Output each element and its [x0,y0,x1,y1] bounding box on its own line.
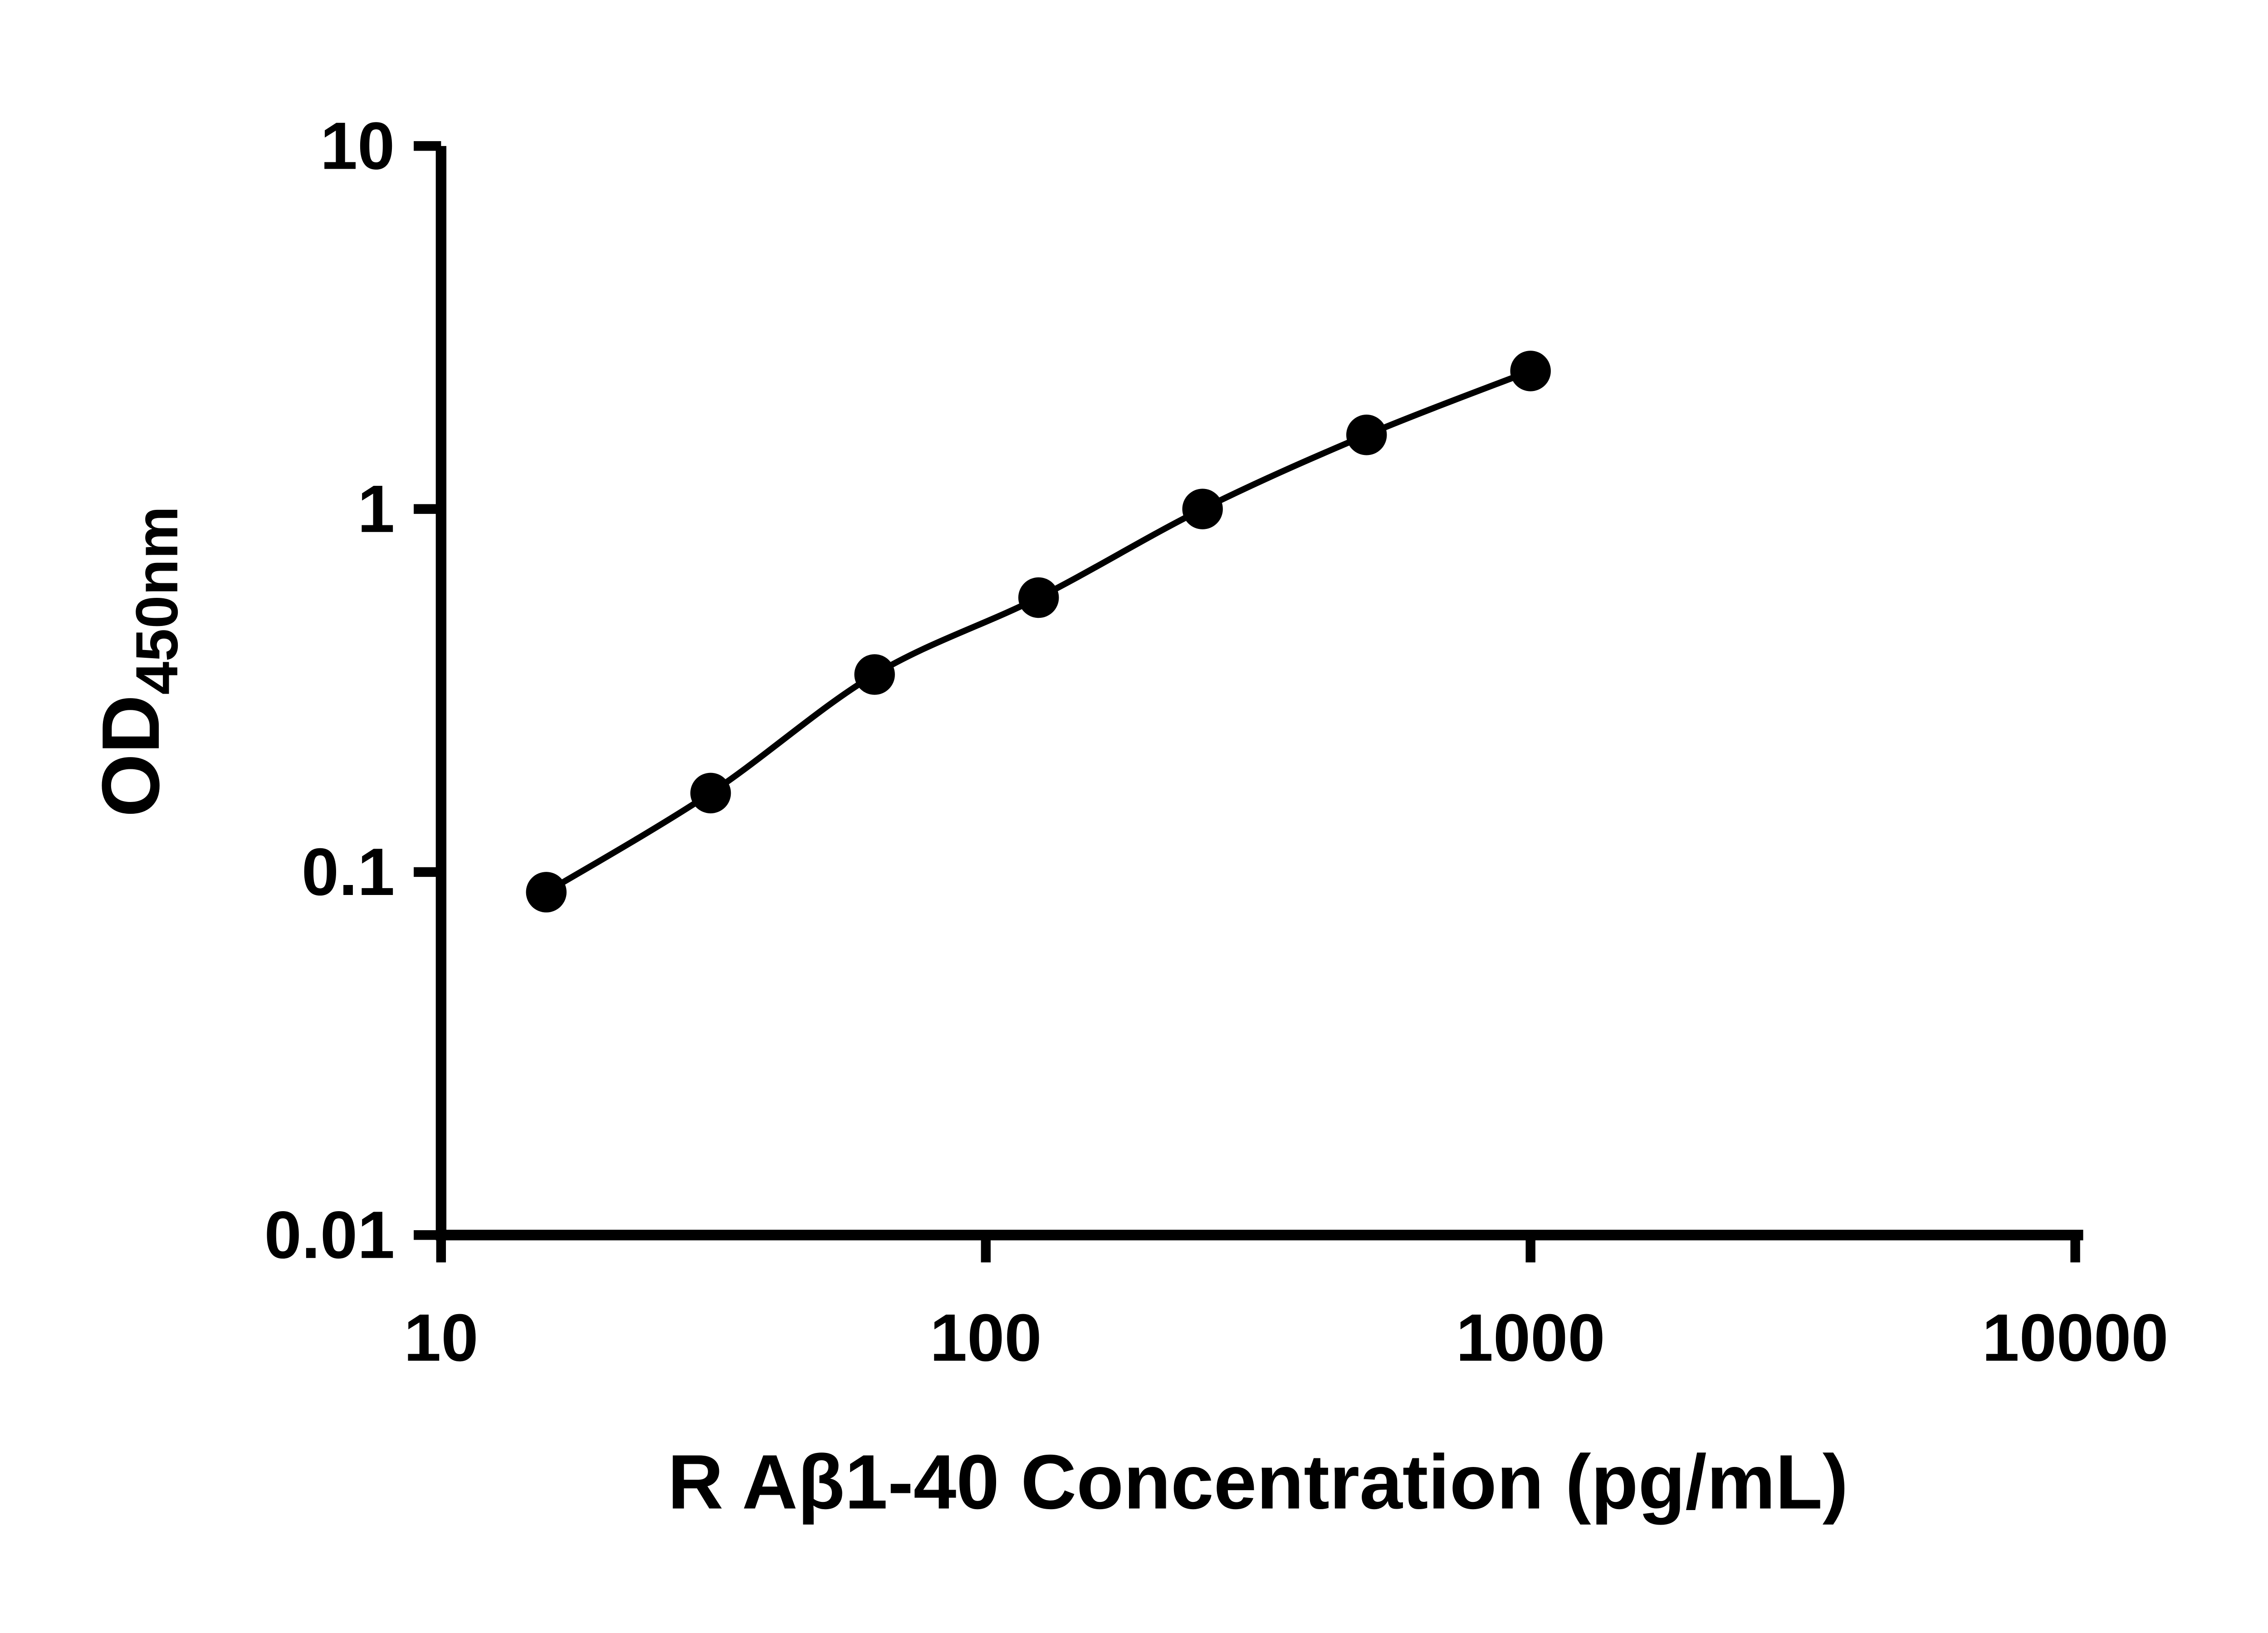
data-point-marker [1182,489,1223,529]
chart-container: 10 100 1000 10000 0.01 0.1 1 10 R Aβ1-40 Concen… [85,108,2169,1525]
y-axis-title-main: OD [85,695,176,817]
y-tick-label: 0.01 [264,1198,395,1272]
data-point-marker [1346,415,1387,455]
data-point-marker [690,772,731,814]
y-tick-label: 1 [357,472,395,547]
y-axis-title-subscript: 450nm [123,506,190,695]
standard-curve-line [544,368,1532,895]
y-axis-title: OD450nm [85,506,190,817]
data-series [526,351,1551,913]
data-point-marker [854,654,895,695]
data-point-marker [526,872,567,913]
x-tick-label: 1000 [1456,1301,1605,1375]
y-tick-label: 10 [320,108,395,183]
elisa-standard-curve-chart: 10 100 1000 10000 0.01 0.1 1 10 R Aβ1-40 Concen… [85,108,2169,1525]
x-tick-label: 10 [404,1301,478,1375]
x-axis-title: R Aβ1-40 Concentration (pg/mL) [668,1439,1848,1525]
x-tick-label: 100 [930,1301,1042,1375]
x-tick-label: 10000 [1982,1301,2169,1375]
axis-spine [435,146,2083,1241]
data-point-marker [1018,577,1059,618]
data-point-marker [1510,351,1551,391]
axes: 10 100 1000 10000 0.01 0.1 1 10 [264,108,2169,1375]
y-tick-label: 0.1 [302,835,395,909]
